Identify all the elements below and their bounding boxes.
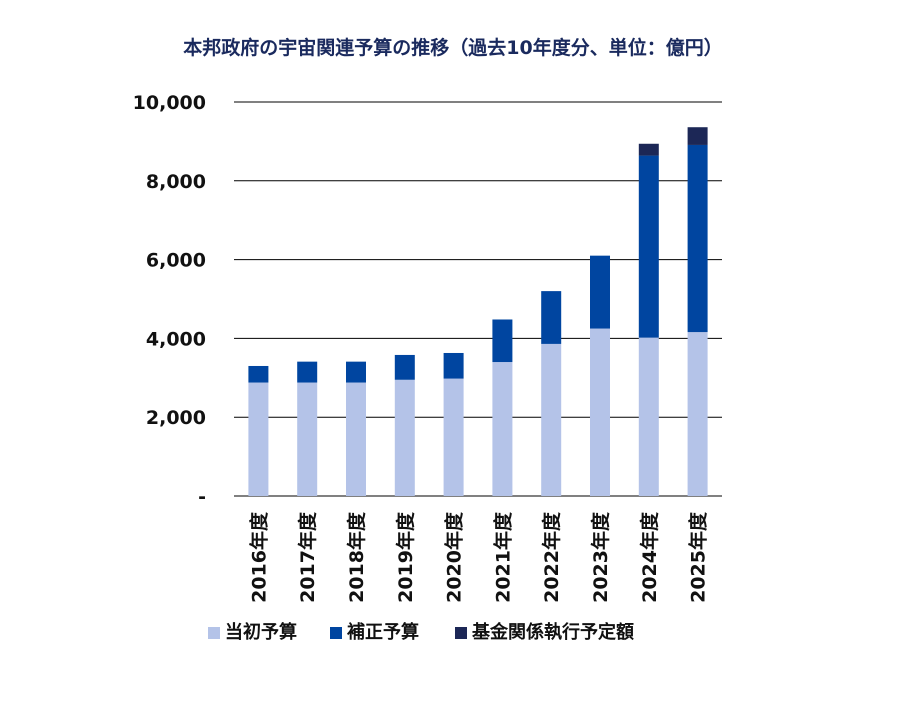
- x-tick-label: 2024年度: [638, 511, 661, 603]
- y-tick-label: 8,000: [146, 171, 206, 193]
- bar-segment: [638, 155, 659, 338]
- y-axis: - 2,000 4,000 6,000 8,000 10,000: [133, 92, 206, 508]
- bar-segment: [443, 378, 464, 496]
- legend-swatch: [208, 627, 220, 639]
- x-tick-label: 2018年度: [345, 511, 368, 603]
- bar-segment: [492, 362, 513, 496]
- bar-segment: [394, 354, 415, 380]
- y-tick-label: 6,000: [146, 250, 206, 272]
- bar-segment: [541, 291, 562, 344]
- bar-segment: [297, 361, 318, 383]
- bar-segment: [638, 337, 659, 496]
- bar-segment: [346, 361, 366, 383]
- bar-segment: [492, 319, 513, 363]
- x-tick-label: 2023年度: [589, 511, 612, 603]
- legend-label: 補正予算: [346, 621, 419, 643]
- bar-segment: [687, 144, 708, 333]
- legend-swatch: [455, 627, 467, 639]
- y-tick-label: 4,000: [146, 328, 206, 350]
- bar-layer: [248, 127, 708, 496]
- x-tick-label: 2019年度: [394, 511, 417, 603]
- legend-swatch: [330, 627, 342, 639]
- chart-title: 本邦政府の宇宙関連予算の推移（過去10年度分、単位：億円）: [183, 36, 722, 59]
- y-tick-label: 10,000: [133, 92, 206, 114]
- bar-segment: [443, 352, 464, 379]
- x-tick-label: 2016年度: [247, 511, 270, 603]
- bar-segment: [248, 382, 269, 496]
- legend-label: 基金関係執行予定額: [471, 621, 634, 643]
- bar-segment: [541, 343, 562, 496]
- bar-segment: [346, 382, 366, 496]
- bar-segment: [687, 332, 708, 496]
- x-axis: 2016年度 2017年度 2018年度 2019年度 2020年度 2021年度 2022…: [247, 511, 709, 603]
- x-tick-label: 2017年度: [296, 511, 319, 603]
- bar-segment: [248, 365, 269, 383]
- x-tick-label: 2020年度: [443, 511, 466, 603]
- y-tick-label: -: [198, 486, 206, 508]
- bar-segment: [590, 328, 610, 496]
- x-tick-label: 2025年度: [687, 511, 710, 603]
- bar-segment: [394, 379, 415, 496]
- legend: 当初予算 補正予算 基金関係執行予定額: [208, 621, 634, 643]
- legend-label: 当初予算: [225, 621, 297, 643]
- bar-segment: [638, 143, 659, 156]
- x-tick-label: 2021年度: [491, 511, 514, 603]
- bar-segment: [687, 127, 708, 145]
- y-tick-label: 2,000: [146, 407, 206, 429]
- bar-segment: [590, 255, 610, 329]
- x-tick-label: 2022年度: [540, 511, 563, 603]
- bar-segment: [297, 382, 318, 496]
